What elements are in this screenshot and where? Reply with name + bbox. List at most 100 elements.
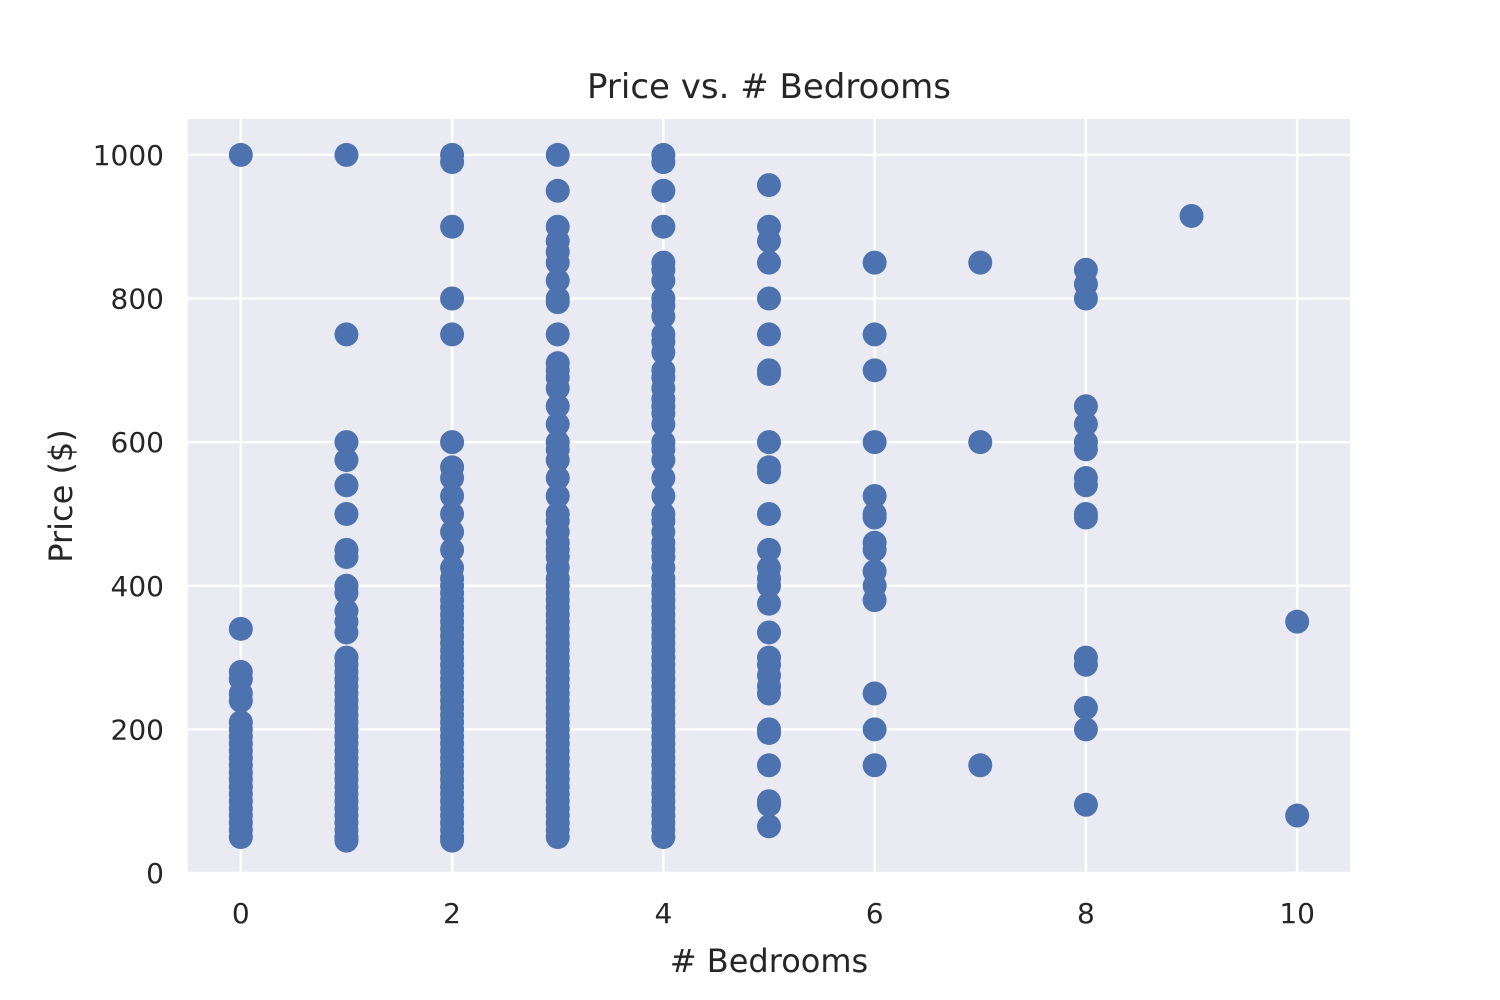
data-point [228,142,253,167]
data-point [545,250,570,275]
data-point [440,519,465,544]
data-point [334,142,359,167]
data-point [757,814,781,839]
data-point [1073,437,1098,462]
data-point [757,501,781,526]
data-point [651,484,676,508]
x-tick-label: 10 [1279,897,1315,930]
data-point [440,322,465,347]
data-point [545,394,570,419]
data-point [651,178,676,203]
data-point [545,466,570,491]
data-point [862,358,887,383]
data-point [968,753,993,778]
data-point [440,430,465,455]
data-point [1073,286,1098,311]
data-point [862,717,887,742]
data-point [757,681,781,706]
x-tick-label: 8 [1077,897,1095,930]
x-tick-label: 6 [866,897,884,930]
data-point [440,484,465,508]
data-point [440,501,465,526]
data-point [545,290,570,315]
data-point [545,412,570,437]
data-point [651,268,676,293]
data-point [1073,792,1098,817]
data-point [862,537,887,562]
data-point [651,214,676,239]
data-point [228,688,253,713]
data-point [862,505,887,530]
data-point [757,430,781,455]
x-tick-label: 0 [232,897,250,930]
y-tick-label: 0 [146,857,164,890]
data-point [968,250,993,275]
data-point [757,792,781,817]
data-point [545,825,570,850]
data-point [1073,473,1098,498]
data-point [1073,695,1098,720]
data-point [757,537,781,562]
data-point [334,448,359,473]
x-tick-labels: 0 2 4 6 8 10 [232,897,1315,930]
data-point [651,825,676,850]
data-point [334,473,359,498]
data-point [440,214,465,239]
data-point [545,178,570,203]
data-point [440,537,465,562]
data-point [862,588,887,613]
data-point [862,753,887,778]
y-tick-labels: 0 200 400 600 800 1000 [93,139,164,890]
data-point [651,340,676,365]
data-point [440,828,465,853]
data-point [651,466,676,491]
x-tick-label: 4 [654,897,672,930]
y-tick-label: 200 [111,713,164,746]
data-point [334,501,359,526]
data-point [545,142,570,167]
y-tick-label: 600 [111,426,164,459]
data-point [757,720,781,745]
data-point [862,430,887,455]
data-point [757,322,781,347]
y-tick-label: 400 [111,570,164,603]
data-point [545,268,570,293]
data-point [545,322,570,347]
data-point [757,173,781,198]
data-point [1073,394,1098,419]
data-point [545,448,570,473]
y-tick-label: 1000 [93,139,164,172]
data-point [757,753,781,778]
data-point [862,681,887,706]
data-point [440,466,465,491]
data-point [651,304,676,329]
data-point [440,286,465,311]
data-point [545,376,570,401]
y-tick-label: 800 [111,283,164,316]
data-point [334,580,359,605]
data-point [1073,717,1098,742]
data-point [862,322,887,347]
data-point [651,448,676,473]
data-point [1179,203,1204,228]
x-tick-label: 2 [443,897,461,930]
x-axis-title: # Bedrooms [670,942,868,980]
data-point [1073,505,1098,530]
data-point [757,361,781,386]
data-point [1073,412,1098,437]
data-point [334,620,359,645]
data-point [757,250,781,275]
y-axis-title: Price ($) [42,429,80,563]
data-point [1285,609,1310,634]
data-point [228,616,253,641]
data-point [757,229,781,254]
data-point [862,484,887,508]
data-point [1073,652,1098,677]
data-points [228,142,1310,853]
data-point [545,484,570,508]
data-point [334,430,359,455]
data-point [334,828,359,853]
data-point [757,573,781,598]
data-point [440,150,465,175]
